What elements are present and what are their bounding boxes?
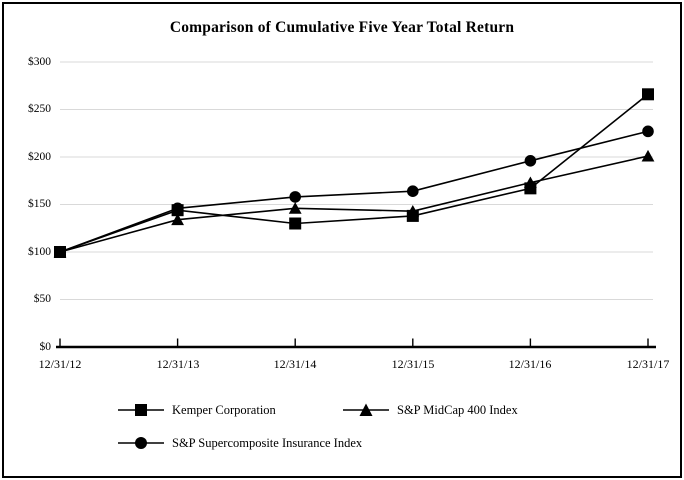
x-axis-tick-label: 12/31/15 <box>391 357 435 371</box>
legend-item-kemper: Kemper Corporation <box>118 402 276 418</box>
y-axis-tick-label: $50 <box>33 293 51 305</box>
triangle-marker-icon <box>343 403 389 416</box>
chart-title: Comparison of Cumulative Five Year Total… <box>169 19 515 36</box>
y-axis-tick-label: $150 <box>28 198 51 210</box>
y-axis-tick-label: $100 <box>28 246 51 258</box>
x-axis-tick-label: 12/31/13 <box>156 357 200 371</box>
circle-marker-icon <box>118 437 164 449</box>
legend-label: S&P MidCap 400 Index <box>397 402 518 417</box>
legend-item-insurance: S&P Supercomposite Insurance Index <box>118 435 362 451</box>
square-marker-icon <box>118 404 164 416</box>
legend-label: S&P Supercomposite Insurance Index <box>172 435 363 450</box>
x-axis-tick-label: 12/31/14 <box>273 357 317 371</box>
x-axis-tick-label: 12/31/16 <box>508 357 552 371</box>
x-axis-tick-label: 12/31/12 <box>38 357 82 371</box>
y-axis-tick-label: $250 <box>28 103 51 115</box>
legend-label: Kemper Corporation <box>172 402 276 417</box>
x-axis-tick-label: 12/31/17 <box>626 357 670 371</box>
y-axis-tick-label: $300 <box>28 56 51 68</box>
y-axis-tick-label: $200 <box>28 151 51 163</box>
y-axis-tick-label: $0 <box>39 341 52 353</box>
legend-item-midcap: S&P MidCap 400 Index <box>343 402 518 418</box>
